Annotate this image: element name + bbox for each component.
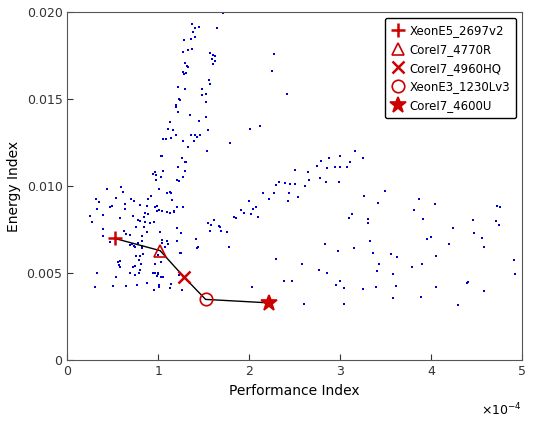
Text: $\times 10^{-4}$: $\times 10^{-4}$ <box>481 402 522 419</box>
X-axis label: Performance Index: Performance Index <box>229 384 360 398</box>
Y-axis label: Energy Index: Energy Index <box>7 140 21 232</box>
Legend: XeonE5_2697v2, CoreI7_4770R, CoreI7_4960HQ, XeonE3_1230Lv3, CoreI7_4600U: XeonE5_2697v2, CoreI7_4770R, CoreI7_4960… <box>385 18 516 118</box>
